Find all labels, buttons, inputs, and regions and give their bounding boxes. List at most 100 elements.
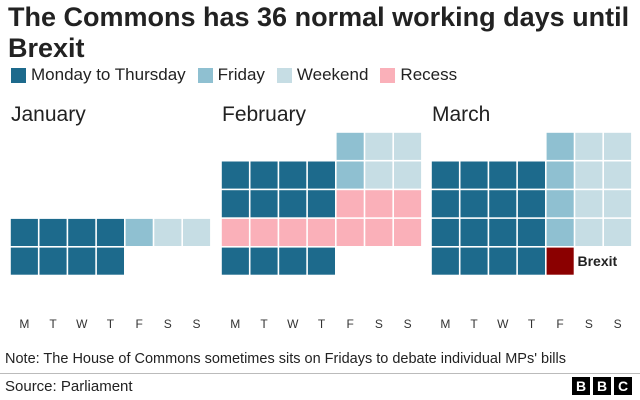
- month-label: March: [432, 103, 490, 126]
- day-cell-working: [279, 161, 307, 189]
- day-cell-working: [10, 218, 38, 246]
- day-cell-weekend: [394, 132, 422, 160]
- day-cell-working: [517, 190, 545, 218]
- day-cell-working: [517, 218, 545, 246]
- month-label: January: [11, 103, 86, 126]
- day-cell-working: [96, 218, 124, 246]
- day-cell-weekend: [154, 218, 182, 246]
- legend-label-recess: Recess: [400, 65, 458, 84]
- day-cell-working: [431, 161, 459, 189]
- day-cell-working: [489, 247, 517, 275]
- day-cell-working: [489, 190, 517, 218]
- day-cell-recess: [394, 218, 422, 246]
- day-cell-weekend: [575, 161, 603, 189]
- day-cell-recess: [365, 218, 393, 246]
- day-cell-recess: [307, 218, 335, 246]
- day-cell-working: [517, 247, 545, 275]
- weekday-label: W: [497, 317, 509, 331]
- day-cell-weekend: [604, 132, 632, 160]
- legend: Monday to Thursday Friday Weekend Recess: [11, 64, 469, 86]
- chart-title: The Commons has 36 normal working days u…: [8, 2, 630, 63]
- day-cell-working: [279, 247, 307, 275]
- day-cell-weekend: [575, 132, 603, 160]
- month-label: February: [222, 103, 307, 126]
- legend-item-friday: Friday: [197, 65, 265, 85]
- weekday-label: S: [585, 317, 593, 331]
- day-cell-working: [39, 247, 67, 275]
- day-cell-weekend: [604, 161, 632, 189]
- calendar-chart: January M T W T F S S February M T W T F S S March M T W T F S…: [10, 103, 632, 331]
- month-january: January M T W T F S S: [10, 103, 211, 331]
- day-cell-recess: [221, 218, 249, 246]
- day-cell-working: [517, 161, 545, 189]
- bbc-logo-letter: B: [572, 377, 590, 395]
- day-cell-working: [460, 161, 488, 189]
- day-cell-weekend: [365, 161, 393, 189]
- weekday-label: S: [375, 317, 383, 331]
- day-cell-working: [279, 190, 307, 218]
- day-cell-working: [39, 218, 67, 246]
- day-cell-weekend: [365, 132, 393, 160]
- legend-swatch-friday: [197, 67, 213, 83]
- weekday-label: M: [440, 317, 450, 331]
- month-march: March M T W T F S S: [431, 103, 632, 331]
- day-cell-recess: [279, 218, 307, 246]
- day-cell-working: [307, 161, 335, 189]
- legend-swatch-recess: [380, 67, 396, 83]
- day-cell-friday: [546, 132, 574, 160]
- weekday-label: F: [347, 317, 354, 331]
- day-cell-brexit: [546, 247, 574, 275]
- weekday-label: M: [19, 317, 29, 331]
- day-cell-working: [460, 247, 488, 275]
- day-cell-working: [489, 161, 517, 189]
- day-cell-working: [307, 190, 335, 218]
- brexit-annotation: Brexit: [578, 253, 618, 269]
- day-cell-friday: [336, 161, 364, 189]
- legend-item-working: Monday to Thursday: [11, 65, 186, 85]
- day-cell-weekend: [604, 190, 632, 218]
- day-cell-recess: [336, 190, 364, 218]
- day-cell-working: [250, 161, 278, 189]
- day-cell-recess: [336, 218, 364, 246]
- bbc-logo-letter: B: [593, 377, 611, 395]
- day-cell-working: [221, 247, 249, 275]
- weekday-label: W: [287, 317, 299, 331]
- month-february: February M T W T F S S: [221, 103, 422, 331]
- day-cell-working: [96, 247, 124, 275]
- weekday-label: T: [107, 317, 115, 331]
- day-cell-weekend: [575, 190, 603, 218]
- weekday-label: T: [528, 317, 536, 331]
- weekday-label: S: [614, 317, 622, 331]
- day-cell-working: [460, 190, 488, 218]
- day-cell-recess: [365, 190, 393, 218]
- weekday-label: F: [136, 317, 143, 331]
- legend-label-friday: Friday: [217, 65, 265, 84]
- weekday-label: T: [318, 317, 326, 331]
- legend-item-recess: Recess: [380, 65, 457, 85]
- legend-item-weekend: Weekend: [276, 65, 369, 85]
- day-cell-weekend: [604, 218, 632, 246]
- day-cell-friday: [546, 190, 574, 218]
- day-cell-weekend: [394, 161, 422, 189]
- day-cell-working: [307, 247, 335, 275]
- day-cell-working: [431, 190, 459, 218]
- legend-swatch-weekend: [276, 67, 292, 83]
- weekday-label: S: [164, 317, 172, 331]
- legend-swatch-working: [11, 67, 26, 83]
- day-cell-working: [68, 218, 96, 246]
- weekday-label: T: [49, 317, 57, 331]
- day-cell-weekend: [575, 218, 603, 246]
- weekday-label: F: [556, 317, 563, 331]
- day-cell-friday: [125, 218, 153, 246]
- weekday-label: W: [76, 317, 88, 331]
- day-cell-working: [221, 161, 249, 189]
- day-cell-friday: [546, 161, 574, 189]
- weekday-label: T: [470, 317, 478, 331]
- legend-label-weekend: Weekend: [296, 65, 369, 84]
- day-cell-working: [489, 218, 517, 246]
- day-cell-working: [460, 218, 488, 246]
- divider: [0, 373, 640, 374]
- footnote: Note: The House of Commons sometimes sit…: [5, 351, 566, 367]
- day-cell-working: [10, 247, 38, 275]
